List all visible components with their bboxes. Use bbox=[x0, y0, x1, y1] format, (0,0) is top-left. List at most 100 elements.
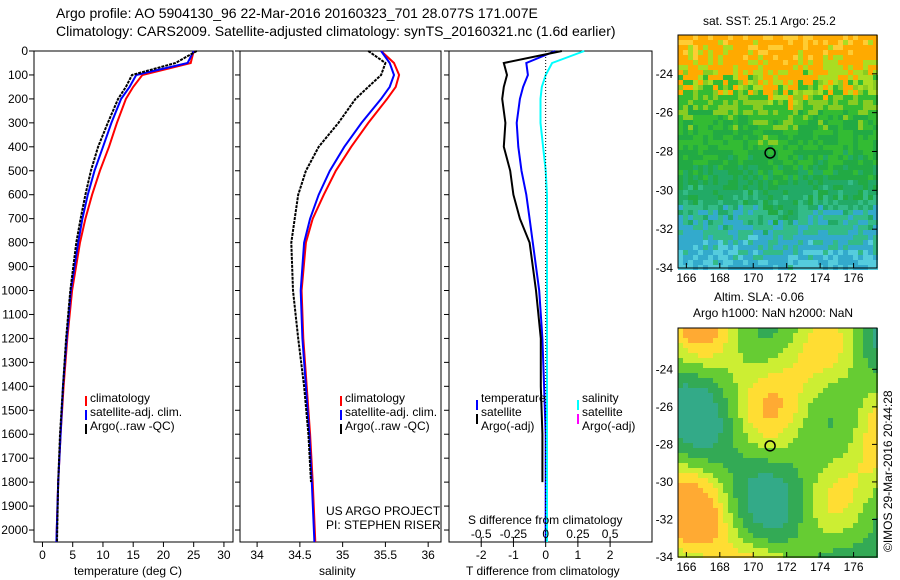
map-cell bbox=[753, 403, 758, 408]
map-cell bbox=[863, 260, 868, 265]
map-cell bbox=[783, 333, 788, 338]
map-cell bbox=[733, 60, 738, 65]
map-cell bbox=[763, 418, 768, 423]
map-cell bbox=[823, 328, 828, 333]
map-cell bbox=[843, 413, 848, 418]
map-cell bbox=[843, 215, 848, 220]
map-cell bbox=[818, 260, 823, 265]
map-cell bbox=[863, 363, 868, 368]
map-cell bbox=[873, 338, 878, 343]
map-cell bbox=[728, 328, 733, 333]
map-cell bbox=[783, 55, 788, 60]
map-cell bbox=[858, 493, 863, 498]
map-cell bbox=[728, 343, 733, 348]
map-cell bbox=[743, 230, 748, 235]
map-cell bbox=[858, 175, 863, 180]
map-cell bbox=[748, 225, 753, 230]
map-cell bbox=[868, 393, 873, 398]
map-cell bbox=[708, 548, 713, 553]
map-cell bbox=[813, 220, 818, 225]
map-cell bbox=[688, 95, 693, 100]
y-tick-label: 900 bbox=[8, 260, 28, 274]
map-cell bbox=[738, 338, 743, 343]
map-cell bbox=[793, 343, 798, 348]
map-cell bbox=[728, 523, 733, 528]
map-cell bbox=[798, 130, 803, 135]
map-cell bbox=[803, 498, 808, 503]
map-cell bbox=[853, 125, 858, 130]
map-cell bbox=[748, 403, 753, 408]
map-cell bbox=[688, 175, 693, 180]
map-cell bbox=[733, 95, 738, 100]
map-cell bbox=[678, 195, 683, 200]
map-cell bbox=[743, 145, 748, 150]
map-cell bbox=[818, 453, 823, 458]
map-cell bbox=[813, 418, 818, 423]
map-cell bbox=[793, 175, 798, 180]
map-cell bbox=[713, 50, 718, 55]
map-cell bbox=[783, 195, 788, 200]
map-cell bbox=[793, 215, 798, 220]
map-cell bbox=[778, 185, 783, 190]
map-cell bbox=[793, 473, 798, 478]
map-cell bbox=[713, 175, 718, 180]
map-cell bbox=[723, 458, 728, 463]
map-cell bbox=[778, 548, 783, 553]
map-cell bbox=[818, 433, 823, 438]
map-cell bbox=[703, 160, 708, 165]
map-cell bbox=[848, 348, 853, 353]
map-cell bbox=[688, 398, 693, 403]
map-cell bbox=[863, 403, 868, 408]
map-cell bbox=[868, 140, 873, 145]
map-cell bbox=[713, 383, 718, 388]
map-cell bbox=[778, 190, 783, 195]
map-cell bbox=[718, 348, 723, 353]
map-cell bbox=[758, 528, 763, 533]
map-cell bbox=[723, 205, 728, 210]
map-cell bbox=[818, 333, 823, 338]
map-cell bbox=[808, 110, 813, 115]
map-cell bbox=[683, 155, 688, 160]
map-cell bbox=[863, 433, 868, 438]
map-cell bbox=[798, 170, 803, 175]
map-cell bbox=[813, 483, 818, 488]
map-cell bbox=[788, 403, 793, 408]
map-cell bbox=[868, 160, 873, 165]
map-cell bbox=[808, 383, 813, 388]
map-cell bbox=[858, 403, 863, 408]
map-cell bbox=[778, 165, 783, 170]
map-cell bbox=[738, 255, 743, 260]
map-cell bbox=[783, 403, 788, 408]
map-cell bbox=[748, 85, 753, 90]
map-cell bbox=[768, 433, 773, 438]
map-cell bbox=[873, 80, 878, 85]
map-cell bbox=[803, 533, 808, 538]
map-cell bbox=[808, 413, 813, 418]
map-cell bbox=[868, 353, 873, 358]
map-cell bbox=[738, 513, 743, 518]
map-y-tick-label: -34 bbox=[656, 550, 674, 564]
map-cell bbox=[763, 408, 768, 413]
map-cell bbox=[753, 463, 758, 468]
map-cell bbox=[683, 473, 688, 478]
map-cell bbox=[748, 180, 753, 185]
map-cell bbox=[728, 105, 733, 110]
map-cell bbox=[793, 443, 798, 448]
map-cell bbox=[838, 250, 843, 255]
map-x-tick-label: 170 bbox=[743, 271, 763, 285]
map-cell bbox=[828, 403, 833, 408]
map-cell bbox=[793, 493, 798, 498]
map-cell bbox=[688, 110, 693, 115]
map-cell bbox=[728, 528, 733, 533]
map-cell bbox=[713, 363, 718, 368]
map-cell bbox=[678, 343, 683, 348]
map-cell bbox=[773, 180, 778, 185]
map-cell bbox=[773, 105, 778, 110]
map-cell bbox=[783, 50, 788, 55]
map-cell bbox=[813, 433, 818, 438]
map-cell bbox=[803, 528, 808, 533]
map-cell bbox=[708, 170, 713, 175]
map-cell bbox=[853, 503, 858, 508]
map-cell bbox=[718, 523, 723, 528]
map-cell bbox=[843, 240, 848, 245]
